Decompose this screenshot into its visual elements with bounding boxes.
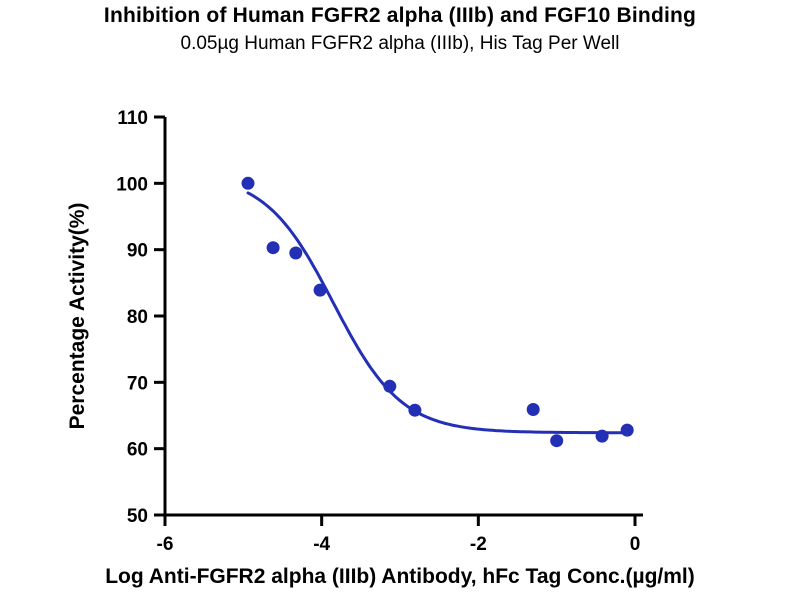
data-point bbox=[550, 434, 564, 448]
y-tick-label: 80 bbox=[127, 307, 148, 328]
y-tick-label: 100 bbox=[116, 174, 148, 195]
chart-subtitle: 0.05µg Human FGFR2 alpha (IIIb), His Tag… bbox=[180, 33, 620, 54]
y-tick-label: 60 bbox=[127, 440, 148, 461]
y-tick-label: 110 bbox=[117, 108, 148, 129]
data-point bbox=[620, 423, 634, 437]
data-point bbox=[289, 246, 303, 260]
data-point bbox=[266, 241, 280, 255]
fit-curve bbox=[246, 191, 629, 435]
x-axis-title: Log Anti-FGFR2 alpha (IIIb) Antibody, hF… bbox=[105, 565, 695, 588]
y-axis-title: Percentage Activity(%) bbox=[66, 203, 89, 430]
chart-plot-area: 50 60 70 80 90 100 110 -6 -4 -2 0 Percentage Activi… bbox=[66, 108, 695, 588]
data-point bbox=[383, 379, 397, 393]
x-tick-label: -4 bbox=[313, 534, 330, 555]
x-tick-label: 0 bbox=[630, 534, 641, 555]
chart-title: Inhibition of Human FGFR2 alpha (IIIb) a… bbox=[103, 4, 697, 27]
data-point bbox=[526, 403, 540, 416]
y-tick-label: 50 bbox=[127, 506, 148, 527]
x-tick-label: -2 bbox=[470, 534, 487, 555]
data-point bbox=[595, 429, 609, 443]
data-point bbox=[241, 176, 255, 190]
data-point bbox=[313, 283, 327, 297]
y-tick-label: 90 bbox=[127, 241, 148, 262]
y-tick-label: 70 bbox=[127, 373, 148, 394]
x-tick-label: -6 bbox=[157, 534, 174, 555]
data-point bbox=[408, 403, 422, 417]
